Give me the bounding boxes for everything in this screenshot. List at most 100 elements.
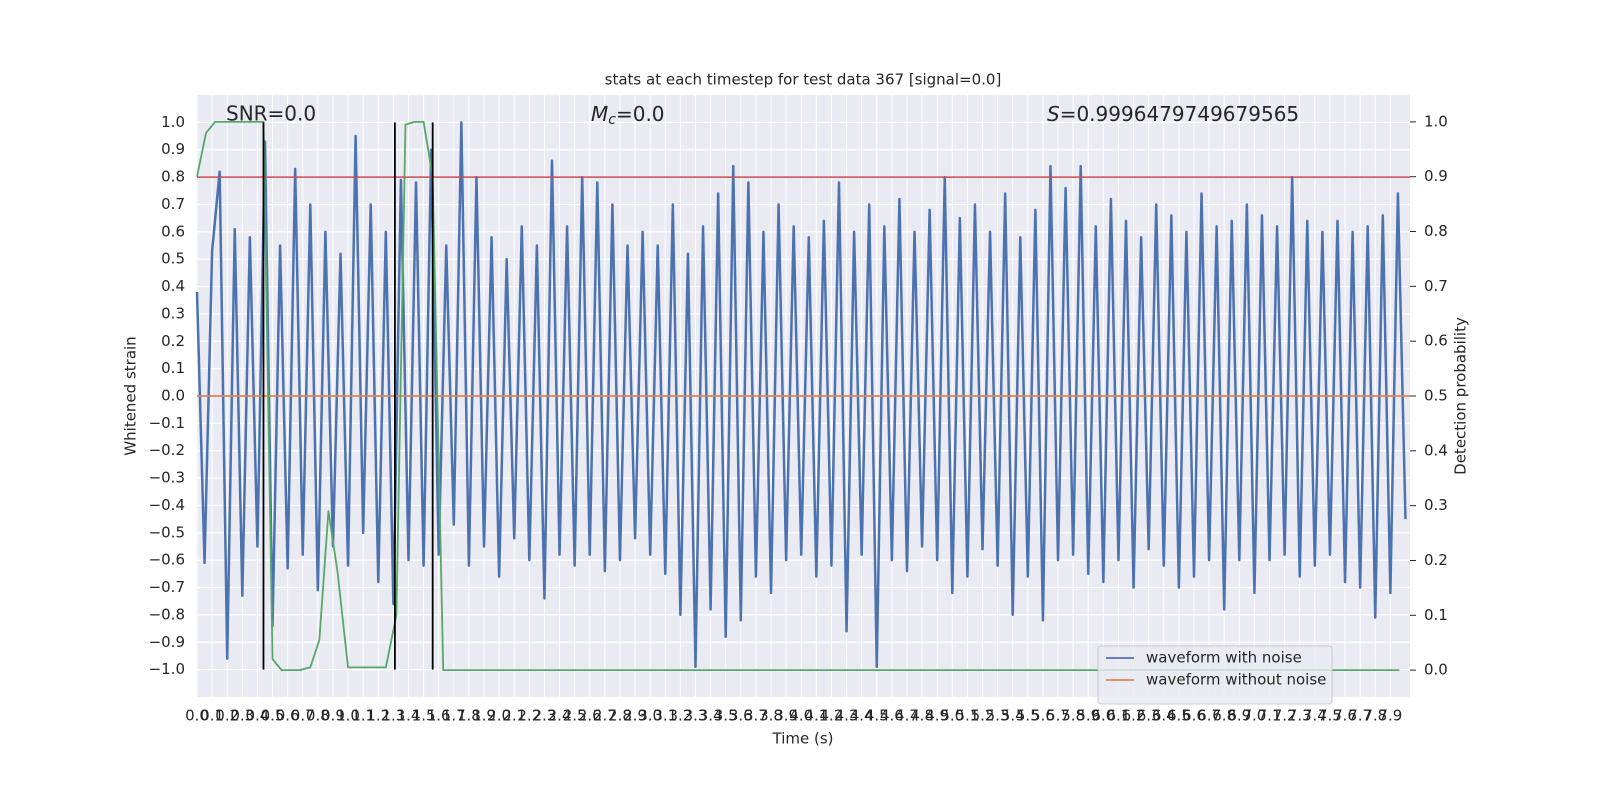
y-tick-label: 0.0 bbox=[161, 387, 185, 405]
x-tick-label: 3.9 bbox=[774, 707, 798, 725]
series-line bbox=[195, 121, 1407, 669]
x-tick-label: 1.0 bbox=[336, 707, 360, 725]
x-tick-label: 6.9 bbox=[1227, 707, 1251, 725]
x-tick-label: 6.7 bbox=[1197, 707, 1221, 725]
x-tick-label: 1.4 bbox=[397, 707, 421, 725]
annotation-text: =0.9996479749679565 bbox=[1060, 102, 1299, 126]
annotation-symbol: S bbox=[1047, 102, 1060, 126]
x-tick-label: 2.4 bbox=[548, 707, 572, 725]
x-tick-label: 3.6 bbox=[729, 707, 753, 725]
x-tick-label: 6.5 bbox=[1167, 707, 1191, 725]
y-tick-label: −0.8 bbox=[149, 605, 185, 623]
x-tick-label: 6.2 bbox=[1122, 707, 1146, 725]
x-tick-label: 2.6 bbox=[578, 707, 602, 725]
x-tick-label: 5.8 bbox=[1061, 707, 1085, 725]
legend-label: waveform without noise bbox=[1146, 671, 1326, 689]
x-tick-label: 3.7 bbox=[744, 707, 768, 725]
x-tick-label: 7.4 bbox=[1303, 707, 1327, 725]
y-tick-label: 0.8 bbox=[161, 168, 185, 186]
x-tick-label: 4.4 bbox=[850, 707, 874, 725]
x-tick-label: 4.5 bbox=[865, 707, 889, 725]
y2-tick-label: 0.6 bbox=[1424, 332, 1448, 350]
x-tick-label: 7.8 bbox=[1363, 707, 1387, 725]
x-tick-label: 3.5 bbox=[714, 707, 738, 725]
annotation-text: =0.0 bbox=[616, 102, 665, 126]
x-tick-label: 7.9 bbox=[1378, 707, 1402, 725]
y-tick-label: −0.5 bbox=[149, 523, 185, 541]
y-tick-label: 0.5 bbox=[161, 250, 185, 268]
x-axis-label: Time (s) bbox=[772, 730, 834, 748]
y-tick-label: 0.6 bbox=[161, 222, 185, 240]
y2-tick-label: 0.0 bbox=[1424, 661, 1448, 679]
x-tick-label: 1.6 bbox=[427, 707, 451, 725]
x-tick-label: 7.1 bbox=[1258, 707, 1282, 725]
x-tick-label: 5.0 bbox=[940, 707, 964, 725]
annotation: S=0.9996479749679565 bbox=[1047, 102, 1299, 126]
x-tick-label: 3.4 bbox=[699, 707, 723, 725]
x-tick-label: 4.2 bbox=[820, 707, 844, 725]
x-tick-label: 6.3 bbox=[1137, 707, 1161, 725]
y2-tick-label: 0.9 bbox=[1424, 167, 1448, 185]
x-tick-label: 0.1 bbox=[200, 707, 224, 725]
x-tick-label: 5.3 bbox=[986, 707, 1010, 725]
x-tick-label: 3.0 bbox=[638, 707, 662, 725]
y2-tick-label: 0.2 bbox=[1424, 551, 1448, 569]
y-tick-label: −0.6 bbox=[149, 551, 185, 569]
x-tick-label: 0.5 bbox=[261, 707, 285, 725]
y2-tick-label: 0.3 bbox=[1424, 496, 1448, 514]
x-tick-label: 5.5 bbox=[1016, 707, 1040, 725]
y2-axis-label: Detection probability bbox=[1452, 317, 1470, 475]
y2-tick-label: 0.8 bbox=[1424, 222, 1448, 240]
x-tick-label: 1.9 bbox=[472, 707, 496, 725]
y-tick-label: −0.9 bbox=[149, 633, 185, 651]
x-tick-label: 4.1 bbox=[804, 707, 828, 725]
x-tick-label: 2.9 bbox=[623, 707, 647, 725]
y-tick-label: −0.2 bbox=[149, 441, 185, 459]
x-tick-label: 5.2 bbox=[971, 707, 995, 725]
x-tick-label: 1.5 bbox=[412, 707, 436, 725]
x-tick-label: 1.8 bbox=[457, 707, 481, 725]
annotation-symbol: M bbox=[591, 102, 608, 126]
x-tick-label: 2.1 bbox=[502, 707, 526, 725]
x-tick-label: 3.8 bbox=[759, 707, 783, 725]
x-tick-label: 6.1 bbox=[1107, 707, 1131, 725]
x-tick-label: 2.5 bbox=[563, 707, 587, 725]
y-tick-label: 0.2 bbox=[161, 332, 185, 350]
legend-box bbox=[1097, 645, 1333, 705]
x-tick-label: 3.2 bbox=[668, 707, 692, 725]
x-tick-label: 4.0 bbox=[789, 707, 813, 725]
y-tick-label: −0.4 bbox=[149, 496, 185, 514]
x-tick-label: 0.9 bbox=[321, 707, 345, 725]
x-tick-label: 7.6 bbox=[1333, 707, 1357, 725]
x-tick-label: 5.6 bbox=[1031, 707, 1055, 725]
y-tick-label: −0.1 bbox=[149, 414, 185, 432]
y2-tick-label: 0.5 bbox=[1424, 387, 1448, 405]
x-tick-label: 2.0 bbox=[487, 707, 511, 725]
x-tick-label: 0.4 bbox=[245, 707, 269, 725]
x-tick-label: 6.0 bbox=[1091, 707, 1115, 725]
x-tick-label: 0.7 bbox=[291, 707, 315, 725]
x-tick-label: 3.1 bbox=[653, 707, 677, 725]
x-tick-label: 3.3 bbox=[684, 707, 708, 725]
x-tick-label: 1.2 bbox=[366, 707, 390, 725]
x-tick-label: 4.9 bbox=[925, 707, 949, 725]
x-tick-label: 6.6 bbox=[1182, 707, 1206, 725]
x-tick-label: 4.6 bbox=[880, 707, 904, 725]
y-axis-label: Whitened strain bbox=[122, 336, 140, 455]
x-tick-label: 4.3 bbox=[835, 707, 859, 725]
y-tick-label: 0.9 bbox=[161, 140, 185, 158]
y2-tick-label: 0.4 bbox=[1424, 441, 1448, 459]
y-tick-label: 0.3 bbox=[161, 304, 185, 322]
x-tick-label: 0.2 bbox=[215, 707, 239, 725]
x-tick-label: 2.3 bbox=[533, 707, 557, 725]
y-tick-label: 1.0 bbox=[161, 113, 185, 131]
x-tick-label: 7.7 bbox=[1348, 707, 1372, 725]
legend-label: waveform with noise bbox=[1146, 649, 1302, 667]
x-tick-label: 0.6 bbox=[276, 707, 300, 725]
annotation: SNR=0.0 bbox=[226, 102, 316, 126]
y2-tick-label: 0.1 bbox=[1424, 606, 1448, 624]
x-tick-label: 1.7 bbox=[442, 707, 466, 725]
y2-tick-label: 0.7 bbox=[1424, 277, 1448, 295]
x-tick-label: 4.8 bbox=[910, 707, 934, 725]
